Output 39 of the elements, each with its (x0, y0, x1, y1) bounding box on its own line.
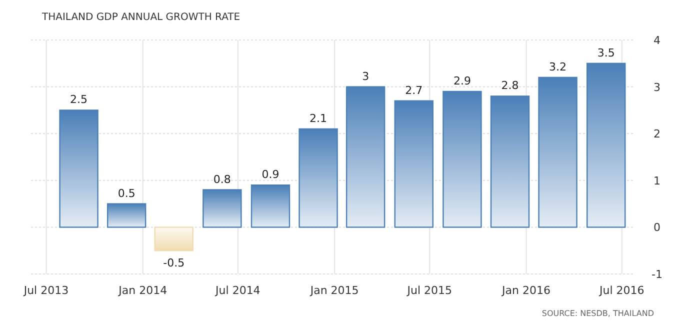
y-tick-label: 3 (654, 80, 660, 94)
y-tick-label: -1 (652, 268, 662, 281)
x-tick-label: Jan 2016 (501, 284, 551, 297)
chart-title: THAILAND GDP ANNUAL GROWTH RATE (41, 12, 240, 23)
bar (59, 110, 98, 228)
data-label: 2.8 (501, 79, 519, 92)
bar (346, 86, 386, 228)
bar (106, 203, 146, 228)
bar (154, 226, 194, 252)
y-tick-label: 2 (654, 128, 660, 141)
data-label: 0.9 (262, 168, 280, 182)
bar (538, 76, 578, 228)
source-note: SOURCE: NESDB, THAILAND (542, 309, 654, 318)
x-tick-label: Jul 2016 (598, 284, 644, 297)
bar (394, 100, 434, 228)
y-tick-label: 1 (654, 174, 660, 188)
data-label: 0.8 (213, 172, 231, 186)
data-label: 3.2 (549, 60, 567, 74)
data-label: -0.5 (163, 256, 185, 270)
data-label: 3 (362, 70, 370, 83)
x-tick-label: Jul 2015 (406, 284, 452, 297)
data-label: 0.5 (118, 186, 136, 200)
bar (298, 128, 338, 228)
x-tick-label: Jul 2014 (214, 284, 260, 297)
bar (202, 189, 242, 228)
bar (250, 184, 290, 228)
x-tick-label: Jan 2014 (118, 284, 168, 297)
data-label: 2.7 (405, 84, 423, 97)
y-tick-label: 0 (654, 221, 660, 234)
y-tick-label: 4 (654, 34, 660, 47)
bar (490, 96, 530, 228)
x-tick-label: Jul 2013 (22, 284, 69, 297)
data-label: 2.9 (453, 74, 471, 88)
data-label: 2.1 (310, 112, 328, 125)
bar (442, 90, 482, 228)
data-label: 2.5 (70, 93, 88, 106)
bar (586, 62, 626, 228)
x-tick-label: Jan 2015 (309, 284, 359, 297)
data-label: 3.5 (597, 46, 615, 60)
